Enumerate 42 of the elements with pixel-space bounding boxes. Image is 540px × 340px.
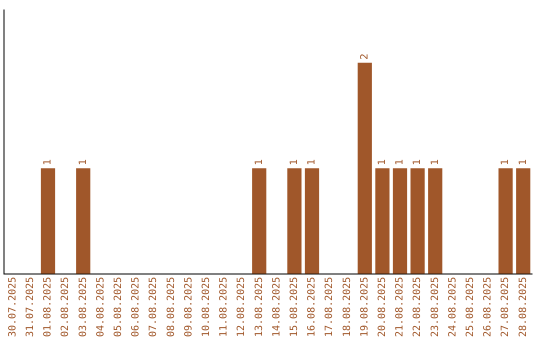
x-tick-label: 10.08.2025 [200, 276, 212, 338]
x-tick-label: 17.08.2025 [324, 276, 336, 338]
x-tick-label: 23.08.2025 [430, 276, 441, 338]
x-tick-label: 08.08.2025 [166, 276, 177, 338]
x-tick-label: 26.08.2025 [482, 276, 494, 338]
x-tick-label: 11.08.2025 [218, 276, 230, 338]
x-tick-label: 01.08.2025 [42, 276, 54, 338]
x-tick-label: 27.08.2025 [500, 276, 512, 338]
x-tick-label: 31.07.2025 [24, 276, 36, 338]
data-label: 2 [359, 53, 370, 60]
x-tick-label: 02.08.2025 [60, 276, 72, 338]
x-tick-label: 12.08.2025 [236, 276, 248, 338]
x-tick-label: 07.08.2025 [148, 276, 160, 338]
data-label: 1 [518, 158, 529, 166]
x-tick-label: 30.07.2025 [7, 276, 18, 338]
x-tick-label: 04.08.2025 [95, 276, 106, 338]
data-label: 1 [430, 158, 441, 166]
x-tick-label: 15.08.2025 [288, 276, 300, 338]
x-tick-label: 16.08.2025 [306, 276, 318, 338]
x-tick-label: 14.08.2025 [271, 276, 282, 338]
x-tick-label: 25.08.2025 [464, 276, 476, 338]
data-label: 1 [412, 158, 424, 166]
x-tick-label: 20.08.2025 [376, 276, 388, 338]
x-tick-label: 22.08.2025 [412, 276, 424, 338]
data-label: 1 [288, 158, 300, 166]
x-tick-label: 28.08.2025 [518, 276, 529, 338]
x-tick-label: 18.08.2025 [342, 276, 353, 338]
data-label: 1 [394, 158, 406, 166]
x-tick-label: 09.08.2025 [183, 276, 194, 338]
x-tick-label: 24.08.2025 [447, 276, 458, 338]
x-tick-label: 13.08.2025 [254, 276, 265, 338]
x-tick-label: 19.08.2025 [359, 276, 370, 338]
data-label: 1 [42, 158, 54, 166]
x-tick-label: 06.08.2025 [130, 276, 142, 338]
x-tick-label: 03.08.2025 [78, 276, 89, 338]
data-label: 1 [78, 158, 89, 166]
data-label: 1 [500, 158, 512, 166]
data-label: 1 [306, 158, 318, 166]
data-label: 1 [376, 158, 388, 166]
x-tick-label: 05.08.2025 [112, 276, 124, 338]
data-label: 1 [254, 158, 265, 166]
x-tick-label: 21.08.2025 [394, 276, 406, 338]
